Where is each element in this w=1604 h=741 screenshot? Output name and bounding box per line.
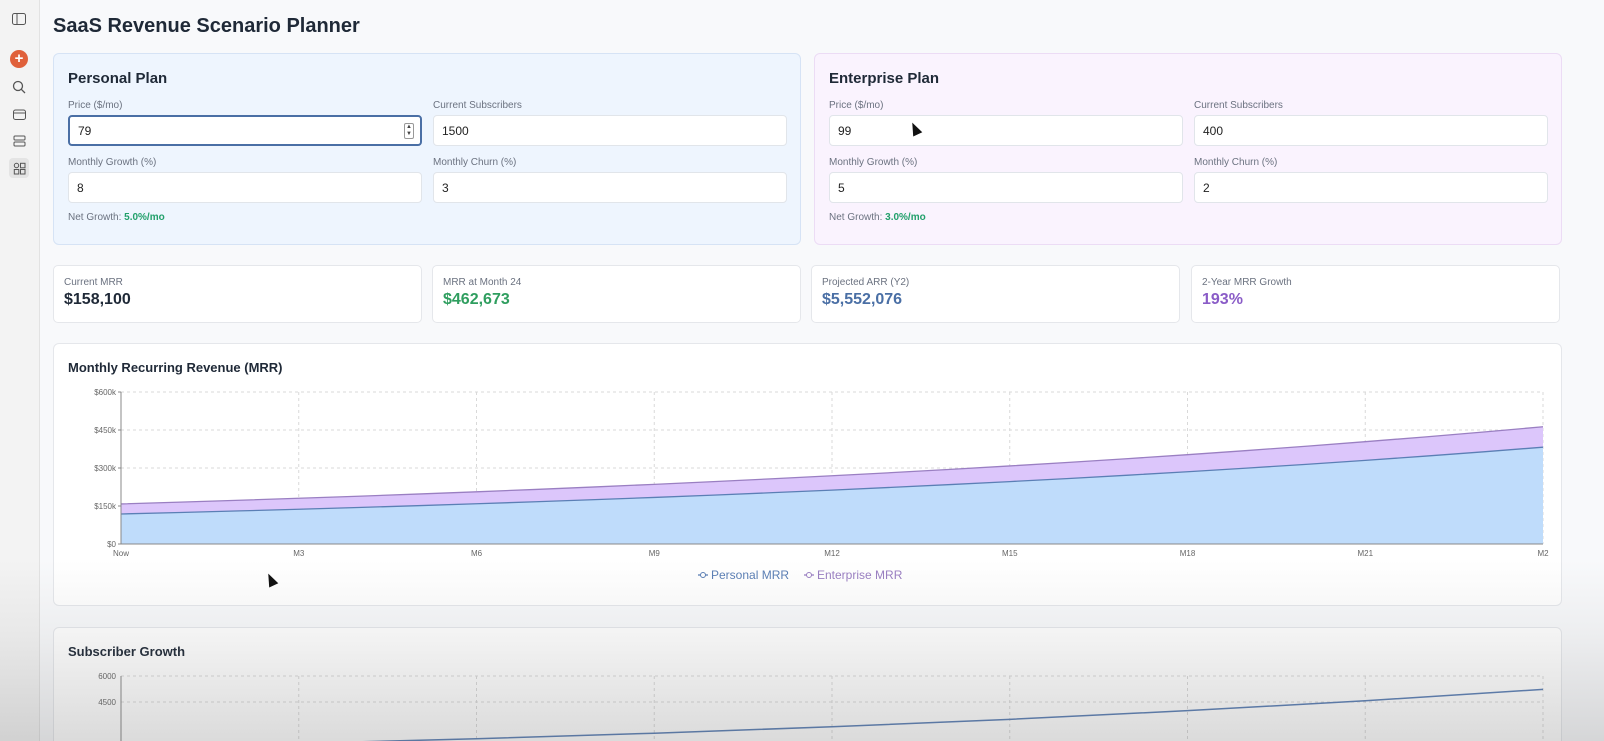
x-tick-label: Now xyxy=(113,549,129,558)
enterprise-plan-title: Enterprise Plan xyxy=(829,70,940,87)
enterprise-subscribers-label: Current Subscribers xyxy=(1194,100,1283,111)
grid-icon[interactable] xyxy=(9,158,29,178)
enterprise-plan-panel: Enterprise Plan Price ($/mo) 99 Current … xyxy=(814,53,1562,245)
personal-mrr-line xyxy=(120,446,1544,515)
legend-label-personal: Personal MRR xyxy=(711,568,789,582)
x-tick-label: M15 xyxy=(1002,549,1018,558)
kpi-value: 193% xyxy=(1202,291,1243,308)
personal-churn-input[interactable]: 3 xyxy=(433,172,787,203)
personal-price-label: Price ($/mo) xyxy=(68,100,123,111)
x-tick-label: M3 xyxy=(293,549,305,558)
personal-growth-value: 8 xyxy=(77,180,84,195)
personal-churn-label: Monthly Churn (%) xyxy=(433,157,517,168)
kpi-label: MRR at Month 24 xyxy=(443,277,522,288)
y-tick-label: 6000 xyxy=(98,672,116,681)
number-stepper-icon[interactable]: ▲ ▼ xyxy=(404,123,414,139)
kpi-mrr-growth: 2-Year MRR Growth 193% xyxy=(1191,265,1560,323)
enterprise-mrr-line xyxy=(120,426,1544,505)
personal-net-value: 5.0%/mo xyxy=(124,212,165,223)
enterprise-price-label: Price ($/mo) xyxy=(829,100,884,111)
personal-growth-label: Monthly Growth (%) xyxy=(68,157,157,168)
kpi-mrr-month-24: MRR at Month 24 $462,673 xyxy=(432,265,801,323)
subscriber-line xyxy=(362,688,1544,741)
personal-mrr-area xyxy=(121,447,1543,544)
kpi-current-mrr: Current MRR $158,100 xyxy=(53,265,422,323)
personal-plan-panel: Personal Plan Price ($/mo) 79 ▲ ▼ Current… xyxy=(53,53,801,245)
y-tick-label: $300k xyxy=(94,464,117,473)
subscriber-chart-title: Subscriber Growth xyxy=(68,644,186,659)
enterprise-growth-label: Monthly Growth (%) xyxy=(829,157,918,168)
page-title: SaaS Revenue Scenario Planner xyxy=(53,15,360,37)
enterprise-growth-value: 5 xyxy=(838,180,845,195)
personal-growth-input[interactable]: 8 xyxy=(68,172,422,203)
enterprise-churn-value: 2 xyxy=(1203,180,1210,195)
enterprise-churn-label: Monthly Churn (%) xyxy=(1194,157,1278,168)
y-tick-label: $150k xyxy=(94,502,117,511)
archive-icon[interactable] xyxy=(9,104,29,124)
enterprise-price-value: 99 xyxy=(838,123,852,138)
personal-net-label: Net Growth: xyxy=(68,212,122,223)
x-tick-label: M21 xyxy=(1357,549,1373,558)
legend-label-enterprise: Enterprise MRR xyxy=(817,568,903,582)
main-content: SaaS Revenue Scenario Planner Personal P… xyxy=(41,0,1604,741)
personal-subscribers-input[interactable]: 1500 xyxy=(433,115,787,146)
plus-icon[interactable]: + xyxy=(10,50,28,68)
x-tick-label: M2 xyxy=(1537,549,1549,558)
enterprise-price-input[interactable]: 99 xyxy=(829,115,1183,146)
y-tick-label: $600k xyxy=(94,388,117,397)
layers-icon[interactable] xyxy=(9,131,29,151)
x-tick-label: M9 xyxy=(649,549,661,558)
y-tick-label: $450k xyxy=(94,426,117,435)
subscriber-chart: 6000 4500 xyxy=(98,672,1544,741)
sidebar-toggle-icon[interactable] xyxy=(9,9,29,29)
y-tick-label: $0 xyxy=(107,540,116,549)
enterprise-subscribers-value: 400 xyxy=(1203,123,1224,138)
mrr-chart: $0 $150k $300k $450k $600k Now M3 M6 M9 M12 M15 M18… xyxy=(94,388,1549,582)
enterprise-net-label: Net Growth: xyxy=(829,212,883,223)
enterprise-net-growth: Net Growth: 3.0%/mo xyxy=(829,212,1547,223)
personal-price-value: 79 xyxy=(78,123,92,138)
kpi-value: $462,673 xyxy=(443,291,510,308)
kpi-label: Current MRR xyxy=(64,277,123,288)
legend-marker-personal xyxy=(700,572,706,578)
app-rail: + xyxy=(0,0,40,741)
personal-plan-title: Personal Plan xyxy=(68,70,168,87)
personal-churn-value: 3 xyxy=(442,180,449,195)
mrr-chart-title: Monthly Recurring Revenue (MRR) xyxy=(68,360,283,375)
personal-subscribers-label: Current Subscribers xyxy=(433,100,522,111)
enterprise-growth-input[interactable]: 5 xyxy=(829,172,1183,203)
kpi-value: $158,100 xyxy=(64,291,131,308)
legend-marker-enterprise xyxy=(806,572,812,578)
mrr-chart-card: Monthly Recurring Revenue (MRR) $0 $150k $… xyxy=(53,343,1562,606)
kpi-value: $5,552,076 xyxy=(822,291,903,308)
kpi-projected-arr: Projected ARR (Y2) $5,552,076 xyxy=(811,265,1180,323)
kpi-label: 2-Year MRR Growth xyxy=(1202,277,1292,288)
x-tick-label: M18 xyxy=(1180,549,1196,558)
personal-price-input[interactable]: 79 ▲ ▼ xyxy=(68,115,422,146)
y-tick-label: 4500 xyxy=(98,698,116,707)
subscriber-chart-card: Subscriber Growth 6000 4500 xyxy=(53,627,1562,741)
x-tick-label: M6 xyxy=(471,549,483,558)
kpi-label: Projected ARR (Y2) xyxy=(822,277,910,288)
enterprise-churn-input[interactable]: 2 xyxy=(1194,172,1548,203)
personal-net-growth: Net Growth: 5.0%/mo xyxy=(68,212,786,223)
enterprise-net-value: 3.0%/mo xyxy=(885,212,926,223)
search-icon[interactable] xyxy=(9,77,29,97)
personal-subscribers-value: 1500 xyxy=(442,123,469,138)
x-tick-label: M12 xyxy=(824,549,840,558)
enterprise-subscribers-input[interactable]: 400 xyxy=(1194,115,1548,146)
